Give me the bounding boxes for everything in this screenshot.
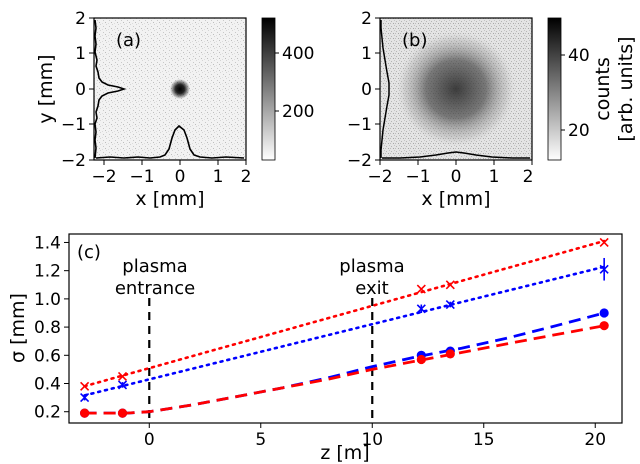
panel-b-xtick-label: 1 (489, 167, 500, 187)
panel-c-label: (c) (77, 242, 101, 263)
panel-a: −2 −1 0 1 2 −2 −1 0 1 2 x [mm] y [mm] (a… (35, 9, 314, 210)
panel-c-ytick-label: 0.2 (34, 403, 61, 423)
panel-a-colorbar (261, 17, 276, 161)
panel-a-xlabel: x [mm] (135, 188, 204, 210)
data-point-x (445, 280, 455, 290)
panel-c-xtick-label: 15 (473, 430, 495, 450)
data-point-circle (416, 354, 426, 365)
panel-a-cbar-tick-label: 200 (282, 102, 314, 122)
panel-c-ylabel: σ [mm] (7, 293, 29, 363)
panel-a-label: (a) (116, 30, 141, 51)
panel-c-xlabel: z [m] (320, 442, 369, 464)
data-point-x (416, 284, 426, 294)
panel-b-ytick-label: 1 (361, 44, 372, 64)
panel-c-xtick-label: 5 (255, 430, 266, 450)
annotation-plasma-entrance: entrance (115, 278, 195, 299)
panel-a-beam-spot (170, 79, 190, 99)
panel-a-cbar-tick-label: 400 (282, 44, 314, 64)
data-point-x (599, 264, 609, 274)
panel-b-xlabel: x [mm] (421, 188, 490, 210)
panel-b-xtick-label: 2 (523, 167, 534, 187)
data-point-circle (599, 308, 609, 318)
panel-c-ytick-label: 0.8 (34, 318, 61, 338)
data-point-circle (117, 408, 128, 418)
panel-b-colorbar (547, 17, 562, 161)
fit-line-dotted (83, 239, 606, 388)
panel-a-ytick-label: −2 (61, 151, 86, 171)
panel-b-ytick-label: 2 (361, 9, 372, 29)
fit-line-dashed (84, 324, 605, 415)
panel-b-ytick-label: 0 (361, 80, 372, 100)
panel-a-ylabel: y [mm] (35, 54, 57, 123)
panel-c-xtick-label: 10 (361, 430, 383, 450)
data-point-circle (599, 321, 609, 331)
panel-c-ytick-label: 1.0 (34, 290, 61, 310)
panel-a-ytick-label: −1 (61, 115, 86, 135)
panel-c-ytick-label: 1.4 (34, 233, 61, 253)
panel-b-ytick-label: −2 (347, 151, 372, 171)
data-point-x (599, 237, 609, 248)
panel-a-ytick-label: 1 (75, 44, 86, 64)
panel-c-xtick-label: 0 (144, 430, 155, 450)
panel-b-xtick-label: 0 (451, 167, 462, 187)
panel-a-ytick-label: 2 (75, 9, 86, 29)
panel-a-xtick-label: −2 (91, 167, 116, 187)
panel-a-profile-vertical (94, 19, 127, 159)
data-point-x (80, 393, 90, 403)
panel-a-xtick-label: −1 (129, 167, 154, 187)
annotation-plasma-exit: exit (355, 278, 388, 299)
panel-a-xtick-label: 1 (213, 167, 224, 187)
panel-b-xtick-label: −2 (367, 167, 392, 187)
annotation-plasma-exit: plasma (339, 256, 404, 277)
data-point-circle (80, 408, 90, 418)
panel-b-profile-horizontal (382, 151, 530, 159)
panel-a-profile-horizontal (95, 124, 245, 159)
annotation-plasma-entrance: plasma (122, 256, 187, 277)
panel-c-ytick-label: 0.4 (34, 375, 61, 395)
fit-line-dashed (84, 311, 605, 415)
panel-b-cbar-tick-label: 20 (568, 121, 590, 141)
panel-b-cbar-tick-label: 40 (568, 46, 590, 66)
panel-b-ytick-label: −1 (347, 115, 372, 135)
panel-c-ytick-label: 0.6 (34, 346, 61, 366)
panel-b-xtick-label: −1 (405, 167, 430, 187)
panel-c-frame (68, 233, 623, 424)
data-point-x (117, 371, 128, 382)
data-point-x (117, 380, 128, 390)
data-point-x (416, 304, 426, 314)
panel-b-cbar-label: [arb. units] (615, 36, 637, 141)
panel-a-ytick-label: 0 (75, 80, 86, 100)
panel-b-axes: −2 −1 0 1 2 −2 −1 0 1 2 (347, 9, 533, 187)
data-point-x (445, 299, 455, 310)
panel-b-beam-spot (396, 31, 516, 147)
panel-b: −2 −1 0 1 2 −2 −1 0 1 2 x [mm] (b) 20 40… (347, 9, 637, 210)
panel-a-axes: −2 −1 0 1 2 −2 −1 0 1 2 (61, 9, 251, 187)
fit-line-dotted (83, 265, 606, 397)
panel-c: (c) σ [mm] z [m] plasma entrance plasma … (7, 233, 623, 464)
panel-b-label: (b) (402, 30, 427, 51)
panel-c-ytick-label: 1.2 (34, 262, 61, 282)
data-point-circle (445, 349, 455, 359)
data-point-x (80, 381, 90, 391)
panel-b-cbar-label: counts (592, 57, 614, 121)
panel-a-xtick-label: 2 (241, 167, 252, 187)
panel-c-xtick-label: 20 (584, 430, 606, 450)
panel-c-marks: 0 5 10 15 20 0.2 0.4 0.6 0.8 1.0 1.2 1.4 (34, 233, 609, 450)
panel-a-xtick-label: 0 (175, 167, 186, 187)
panel-b-profile-vertical (380, 20, 390, 158)
